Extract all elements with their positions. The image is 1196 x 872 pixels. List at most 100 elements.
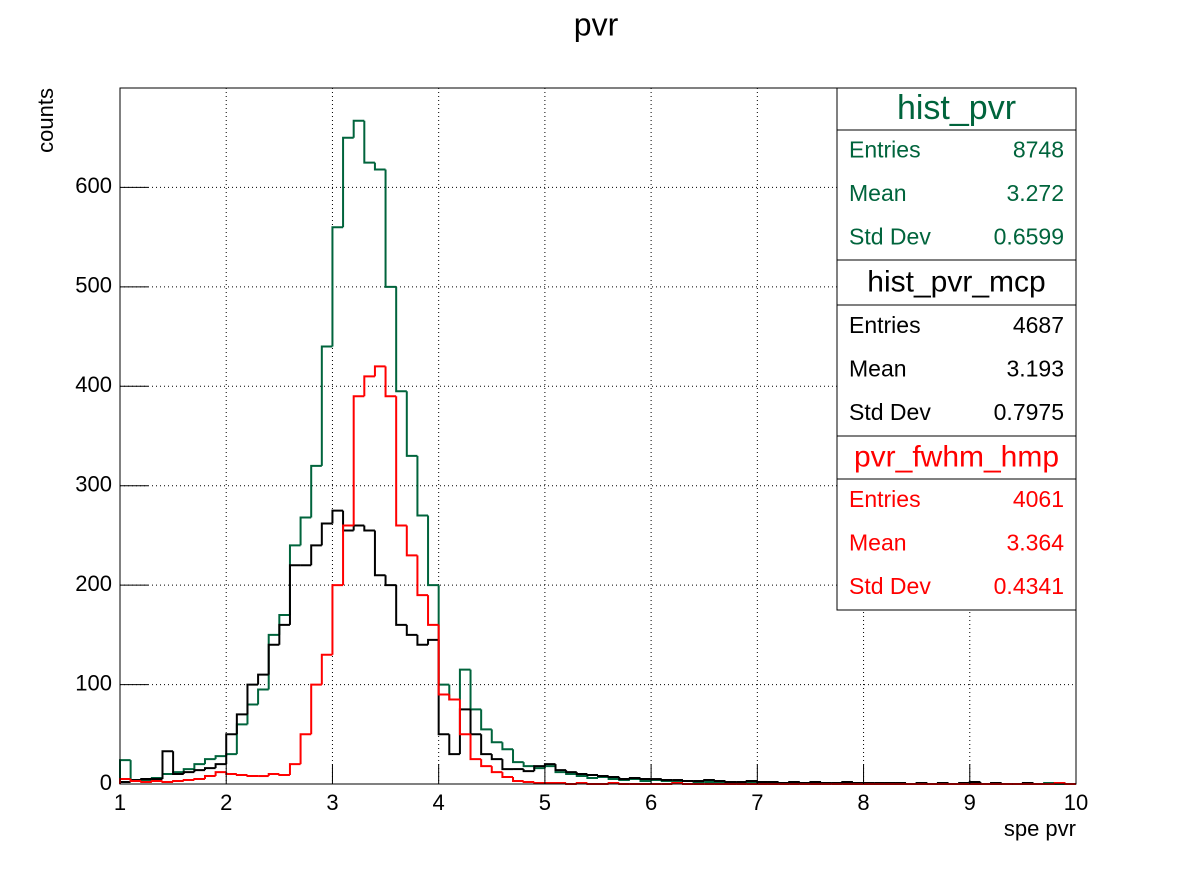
stats-value: 0.7975: [994, 399, 1064, 425]
histogram-bin: [257, 688, 269, 705]
y-tick-label: 100: [75, 670, 112, 695]
histogram-bin: [777, 782, 790, 785]
histogram-bin: [182, 779, 195, 782]
stats-label: Entries: [849, 486, 921, 512]
y-tick-label: 0: [100, 770, 112, 795]
histogram-bin: [140, 779, 152, 782]
histogram-bin: [522, 769, 535, 773]
histogram-bin: [458, 668, 471, 700]
histogram-bin: [427, 515, 439, 587]
histogram-bin: [235, 774, 248, 777]
x-tick-label: 6: [645, 790, 657, 815]
histogram-bin: [150, 780, 163, 783]
histogram-bin: [533, 765, 545, 772]
histogram-bin: [448, 694, 460, 701]
histogram-bin: [161, 750, 174, 780]
histogram-bin: [522, 781, 535, 784]
histogram-bin: [320, 653, 333, 685]
stats-title: hist_pvr_mcp: [867, 265, 1045, 298]
stats-value: 8748: [1013, 137, 1064, 163]
histogram-bin: [427, 638, 439, 645]
histogram-bin: [745, 780, 758, 783]
histogram-bin: [267, 773, 280, 777]
histogram-bin: [597, 775, 609, 778]
histogram-bin: [193, 763, 205, 770]
histogram-bin: [267, 643, 280, 675]
x-axis-label: spe pvr: [1004, 816, 1076, 841]
histogram-bin: [288, 564, 301, 625]
x-tick-label: 1: [114, 790, 126, 815]
histogram-bin: [968, 781, 981, 784]
histogram-bin: [618, 777, 630, 781]
stats-title: hist_pvr: [897, 89, 1016, 127]
histogram-bin: [639, 778, 652, 781]
histogram-bin: [820, 782, 832, 785]
histogram-bin: [140, 778, 152, 781]
histogram-bin: [384, 169, 397, 288]
histogram-bin: [373, 530, 386, 577]
histogram-bin: [182, 771, 195, 775]
histogram-bin: [203, 775, 216, 780]
stats-value: 4687: [1013, 312, 1064, 338]
histogram-bin: [172, 751, 184, 776]
histogram-bin: [480, 709, 492, 731]
histogram-bin: [671, 781, 683, 784]
stats-title: pvr_fwhm_hmp: [854, 440, 1059, 473]
y-axis-label: counts: [33, 88, 58, 153]
chart-title: pvr: [574, 6, 619, 42]
histogram-bin: [384, 575, 397, 587]
histogram-bin: [480, 759, 492, 768]
histogram-bin: [193, 769, 205, 773]
stats-label: Mean: [849, 530, 907, 556]
histogram-bin: [235, 713, 248, 735]
histogram-bin: [310, 464, 322, 518]
histogram-bin: [554, 764, 567, 772]
stats-boxes: hist_pvr Entries 8748 Mean 3.272 Std Dev 0.659…: [836, 87, 1077, 611]
histogram-bin: [373, 162, 386, 171]
histogram-bin: [650, 779, 662, 782]
histogram-bin: [352, 119, 365, 138]
histogram-bin: [490, 754, 503, 761]
histogram-bin: [501, 742, 514, 751]
y-tick-label: 300: [75, 472, 112, 497]
histogram-bin: [395, 286, 407, 393]
histogram-bin: [225, 733, 237, 765]
histogram-bin: [214, 763, 227, 769]
histogram-bin: [724, 781, 737, 784]
histogram-bin: [512, 777, 524, 783]
histogram-bin: [490, 766, 503, 774]
x-tick-label: 10: [1064, 790, 1088, 815]
y-tick-label: 200: [75, 571, 112, 596]
histogram-bin: [214, 755, 227, 760]
stats-box: [836, 259, 1077, 437]
stats-value: 3.193: [1006, 356, 1064, 382]
stats-value: 3.364: [1006, 530, 1064, 556]
histogram-bin: [342, 136, 354, 228]
x-tick-label: 4: [433, 790, 445, 815]
stats-label: Mean: [849, 180, 907, 206]
histogram-bin: [278, 774, 290, 777]
x-tick-label: 9: [964, 790, 976, 815]
histogram-bin: [172, 780, 184, 783]
histogram-bin: [522, 762, 535, 768]
y-tick-label: 600: [75, 173, 112, 198]
histogram-bin: [501, 759, 514, 771]
histogram-bin: [575, 772, 588, 776]
y-tick-label: 500: [75, 273, 112, 298]
stats-value: 0.6599: [994, 223, 1064, 249]
histogram-bin: [416, 634, 429, 646]
histogram-bin: [607, 776, 620, 779]
stats-label: Std Dev: [849, 223, 931, 249]
x-tick-label: 5: [539, 790, 551, 815]
histogram-bin: [427, 595, 439, 626]
histogram-bin: [373, 365, 386, 377]
histogram-bin: [363, 375, 375, 397]
stats-label: Entries: [849, 137, 921, 163]
histogram-bin: [352, 395, 365, 526]
histogram-bin: [140, 781, 152, 784]
stats-label: Std Dev: [849, 573, 931, 599]
histogram-bin: [490, 729, 503, 744]
histogram-bin: [352, 524, 365, 531]
histogram-bin: [469, 734, 482, 761]
